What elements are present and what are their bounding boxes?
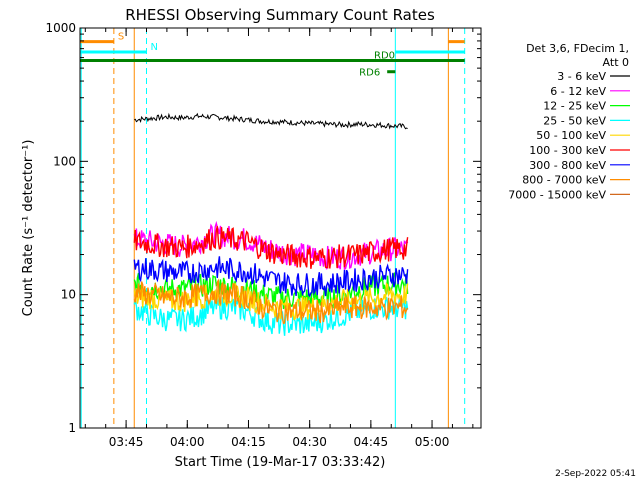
annotation-label: RD0 [374,51,395,62]
series-line [133,256,409,298]
legend-header: Att 0 [603,56,629,69]
legend-entry: 6 - 12 keV [550,85,606,98]
x-axis-label: Start Time (19-Mar-17 03:33:42) [175,455,386,470]
annotation-label: RD6 [359,68,380,79]
y-tick-label: 100 [53,154,76,168]
annotation-label: S [118,32,124,43]
series-line [133,280,409,322]
series-line [133,278,409,325]
legend-header: Det 3,6, FDecim 1, [526,42,629,55]
x-tick-label: 04:15 [231,435,266,449]
legend-entry: 800 - 7000 keV [522,174,606,187]
x-tick-label: 05:00 [415,435,450,449]
legend-entry: 50 - 100 keV [536,129,606,142]
legend-entry: 25 - 50 keV [543,114,606,127]
y-axis-label: Count Rate (s⁻¹ detector⁻¹) [21,140,36,317]
x-tick-label: 03:45 [109,435,144,449]
x-tick-label: 04:45 [354,435,389,449]
series-line [133,295,409,336]
series-line [133,270,409,310]
y-tick-label: 1 [68,421,76,435]
footer-date: 2-Sep-2022 05:41 [555,469,636,479]
legend-entry: 3 - 6 keV [557,70,606,83]
series-line [133,226,409,269]
legend-entry: 12 - 25 keV [543,100,606,113]
series-line [134,112,408,130]
legend-entry: 100 - 300 keV [529,144,606,157]
plot-frame [79,27,482,429]
legend-entry: 300 - 800 keV [529,159,606,172]
chart-title: RHESSI Observing Summary Count Rates [125,6,435,24]
y-tick-label: 1000 [45,21,76,35]
legend-entry: 7000 - 15000 keV [508,188,606,201]
y-tick-label: 10 [61,288,76,302]
series-line [133,220,409,271]
annotation-label: N [150,42,157,53]
x-tick-label: 04:00 [170,435,205,449]
x-tick-label: 04:30 [292,435,327,449]
